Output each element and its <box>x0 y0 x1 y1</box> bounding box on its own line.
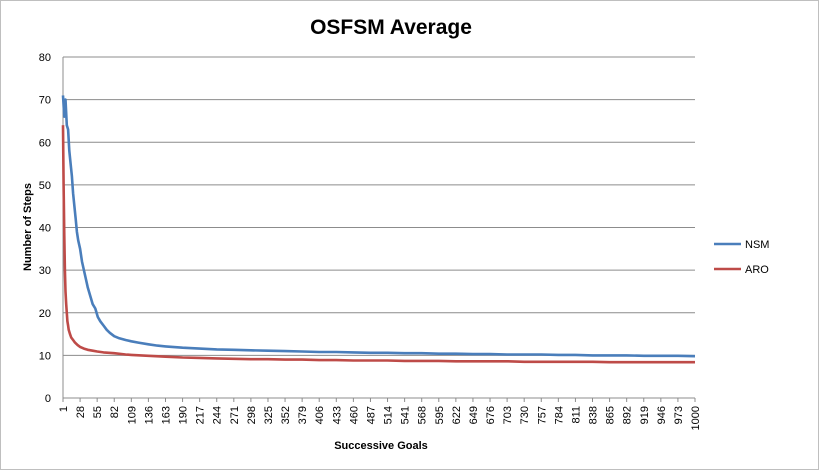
y-tick-label: 60 <box>39 137 51 149</box>
x-tick-label: 217 <box>195 406 207 424</box>
series-line-aro <box>61 125 695 364</box>
x-tick-label: 514 <box>383 406 395 424</box>
x-tick-label: 676 <box>485 406 497 424</box>
x-tick-label: 703 <box>502 406 514 424</box>
x-axis-title: Successive Goals <box>334 440 428 452</box>
legend-label-aro: ARO <box>745 264 769 276</box>
x-tick-label: 919 <box>639 406 651 424</box>
y-tick-labels: 0 10 20 30 40 50 60 70 80 <box>39 52 51 405</box>
gridlines <box>63 56 695 356</box>
y-tick-label: 70 <box>39 95 51 107</box>
y-axis-title: Number of Steps <box>22 183 34 271</box>
chart-title: OSFSM Average <box>310 16 472 39</box>
x-tick-label: 892 <box>622 406 634 424</box>
x-tick-label: 271 <box>229 406 241 424</box>
series-line-nsm <box>61 95 696 358</box>
x-tick-label: 298 <box>246 406 258 424</box>
x-tick-label: 973 <box>673 406 685 424</box>
y-tick-label: 0 <box>45 393 51 405</box>
x-tick-label: 946 <box>656 406 668 424</box>
x-tick-label: 433 <box>331 406 343 424</box>
x-tick-label: 649 <box>468 406 480 424</box>
x-tick-label: 595 <box>434 406 446 424</box>
x-tick-label: 406 <box>314 406 326 424</box>
y-tick-label: 50 <box>39 180 51 192</box>
x-tick-label: 379 <box>297 406 309 424</box>
x-tick-label: 28 <box>75 406 87 418</box>
legend-label-nsm: NSM <box>745 239 769 251</box>
x-tick-label: 865 <box>605 406 617 424</box>
x-tick-label: 730 <box>519 406 531 424</box>
series-lines <box>61 95 696 364</box>
axes <box>62 57 696 402</box>
x-tick-label: 622 <box>451 406 463 424</box>
y-tick-label: 20 <box>39 308 51 320</box>
x-tick-label: 811 <box>570 406 582 424</box>
y-tick-label: 30 <box>39 265 51 277</box>
y-tick-label: 40 <box>39 223 51 235</box>
x-tick-label: 487 <box>365 406 377 424</box>
x-tick-label: 541 <box>400 406 412 424</box>
x-tick-label: 1 <box>58 406 70 412</box>
x-tick-label: 82 <box>109 406 121 418</box>
x-tick-label: 136 <box>143 406 155 424</box>
x-tick-label: 163 <box>160 406 172 424</box>
x-tick-label: 757 <box>536 406 548 424</box>
x-tick-label: 190 <box>178 406 190 424</box>
x-tick-label: 838 <box>588 406 600 424</box>
y-tick-label: 80 <box>39 52 51 64</box>
x-tick-label: 109 <box>126 406 138 424</box>
x-tick-label: 1000 <box>690 406 702 430</box>
x-tick-label: 352 <box>280 406 292 424</box>
x-tick-label: 55 <box>92 406 104 418</box>
x-tick-label: 325 <box>263 406 275 424</box>
x-tick-label: 244 <box>212 406 224 424</box>
y-tick-label: 10 <box>39 350 51 362</box>
x-tick-label: 460 <box>348 406 360 424</box>
x-tick-label: 568 <box>417 406 429 424</box>
x-tick-labels: 1 28 55 82 109 136 163 190 217 244 271 298 325 352 379… <box>58 406 702 430</box>
legend: NSM ARO <box>714 239 769 276</box>
x-tick-label: 784 <box>553 406 565 424</box>
